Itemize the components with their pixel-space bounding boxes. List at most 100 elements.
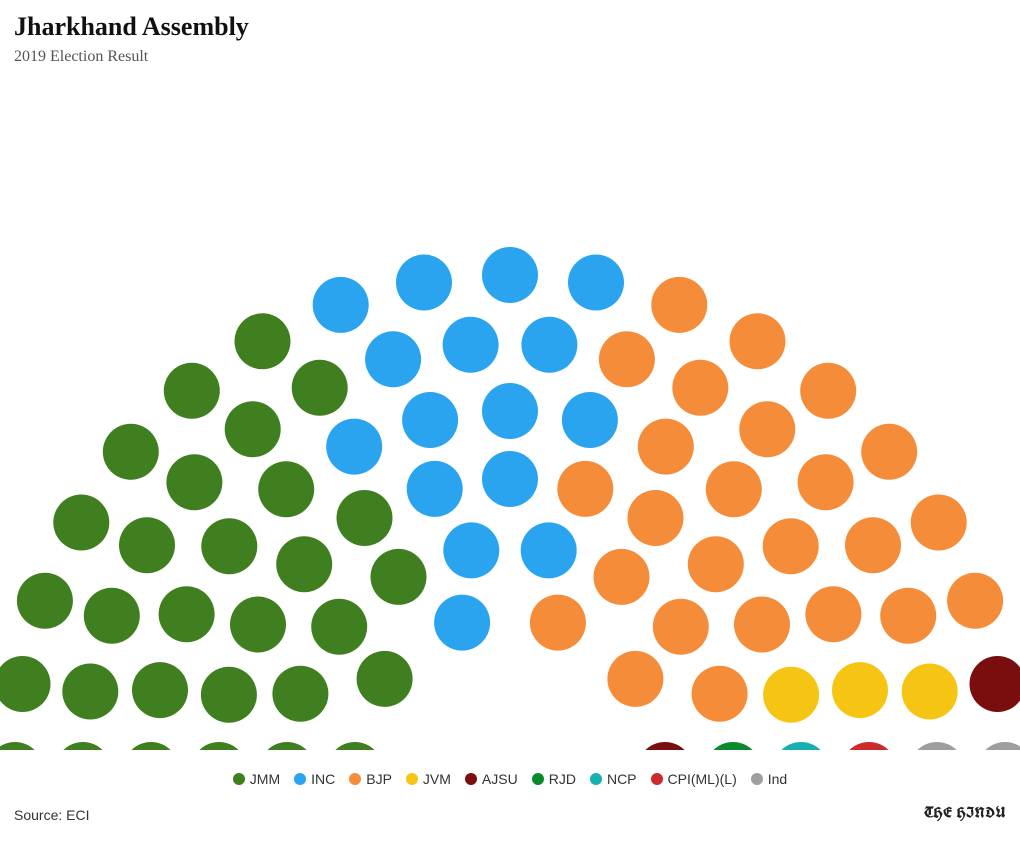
seat-BJP — [739, 401, 795, 457]
seat-BJP — [599, 331, 655, 387]
seat-BJP — [594, 549, 650, 605]
seat-NCP — [773, 742, 829, 750]
legend-label-CPIMLL: CPI(ML)(L) — [668, 771, 737, 787]
seat-INC — [402, 392, 458, 448]
publisher-brand: THE HINDU — [924, 804, 1006, 823]
seat-INC — [326, 419, 382, 475]
legend-label-BJP: BJP — [366, 771, 392, 787]
seat-INC — [521, 522, 577, 578]
legend-item-JVM: JVM — [406, 771, 451, 787]
seat-INC — [482, 451, 538, 507]
legend-swatch-AJSU — [465, 773, 477, 785]
seat-JMM — [276, 536, 332, 592]
seat-JMM — [55, 742, 111, 750]
seat-BJP — [947, 573, 1003, 629]
legend-label-JMM: JMM — [250, 771, 280, 787]
seat-JVM — [832, 662, 888, 718]
seat-JMM — [235, 313, 291, 369]
seat-JMM — [371, 549, 427, 605]
seat-JMM — [132, 662, 188, 718]
seat-JMM — [0, 742, 43, 750]
seat-BJP — [730, 313, 786, 369]
seat-JMM — [123, 742, 179, 750]
seat-BJP — [763, 518, 819, 574]
legend-swatch-CPIMLL — [651, 773, 663, 785]
seat-JMM — [225, 401, 281, 457]
seat-INC — [443, 522, 499, 578]
seat-JMM — [0, 656, 51, 712]
seat-JMM — [166, 454, 222, 510]
legend-item-NCP: NCP — [590, 771, 637, 787]
hemicycle-svg — [0, 70, 1020, 750]
seat-INC — [443, 317, 499, 373]
legend-label-JVM: JVM — [423, 771, 451, 787]
seat-INC — [568, 255, 624, 311]
seat-JMM — [103, 424, 159, 480]
seat-INC — [313, 277, 369, 333]
legend-swatch-RJD — [532, 773, 544, 785]
seat-JMM — [119, 517, 175, 573]
legend-item-JMM: JMM — [233, 771, 280, 787]
legend-item-AJSU: AJSU — [465, 771, 518, 787]
seat-BJP — [688, 536, 744, 592]
seat-Ind — [977, 742, 1020, 750]
chart-footer: Source: ECI THE HINDU — [14, 804, 1006, 823]
seat-INC — [482, 383, 538, 439]
seat-JMM — [84, 588, 140, 644]
legend-swatch-INC — [294, 773, 306, 785]
chart-title: Jharkhand Assembly — [14, 12, 1006, 42]
seat-JMM — [191, 742, 247, 750]
legend-item-Ind: Ind — [751, 771, 787, 787]
source-label: Source: ECI — [14, 807, 89, 823]
legend-label-AJSU: AJSU — [482, 771, 518, 787]
chart-subtitle: 2019 Election Result — [14, 48, 1006, 66]
legend-swatch-JMM — [233, 773, 245, 785]
seat-BJP — [845, 517, 901, 573]
seat-BJP — [557, 461, 613, 517]
seat-AJSU — [637, 742, 693, 750]
legend-item-CPIMLL: CPI(ML)(L) — [651, 771, 737, 787]
seat-JMM — [292, 360, 348, 416]
legend-swatch-Ind — [751, 773, 763, 785]
seat-BJP — [880, 588, 936, 644]
seat-INC — [434, 595, 490, 651]
chart-legend: JMM INC BJP JVM AJSU RJD NCP CPI(ML)(L) Ind — [0, 771, 1020, 787]
seat-JVM — [902, 664, 958, 720]
seat-JMM — [311, 599, 367, 655]
seat-BJP — [798, 454, 854, 510]
legend-label-Ind: Ind — [768, 771, 787, 787]
seat-JMM — [357, 651, 413, 707]
seat-JMM — [17, 573, 73, 629]
seat-JMM — [230, 597, 286, 653]
seat-BJP — [800, 363, 856, 419]
seat-BJP — [607, 651, 663, 707]
seat-INC — [365, 331, 421, 387]
seat-JMM — [327, 742, 383, 750]
seat-JMM — [159, 586, 215, 642]
legend-item-RJD: RJD — [532, 771, 576, 787]
seat-JMM — [201, 667, 257, 723]
seat-JMM — [201, 518, 257, 574]
seat-BJP — [530, 595, 586, 651]
legend-label-RJD: RJD — [549, 771, 576, 787]
seat-JMM — [258, 461, 314, 517]
seat-BJP — [805, 586, 861, 642]
seat-BJP — [692, 666, 748, 722]
seat-BJP — [628, 490, 684, 546]
seat-BJP — [651, 277, 707, 333]
seat-INC — [396, 255, 452, 311]
seat-INC — [521, 317, 577, 373]
seat-JMM — [164, 363, 220, 419]
seat-INC — [407, 461, 463, 517]
seat-JMM — [62, 664, 118, 720]
seat-INC — [482, 247, 538, 303]
hemicycle-chart — [0, 70, 1020, 750]
seat-JMM — [53, 495, 109, 551]
seat-JMM — [272, 666, 328, 722]
seat-RJD — [705, 742, 761, 750]
legend-swatch-NCP — [590, 773, 602, 785]
seat-JMM — [337, 490, 393, 546]
legend-label-NCP: NCP — [607, 771, 637, 787]
legend-swatch-JVM — [406, 773, 418, 785]
legend-label-INC: INC — [311, 771, 335, 787]
